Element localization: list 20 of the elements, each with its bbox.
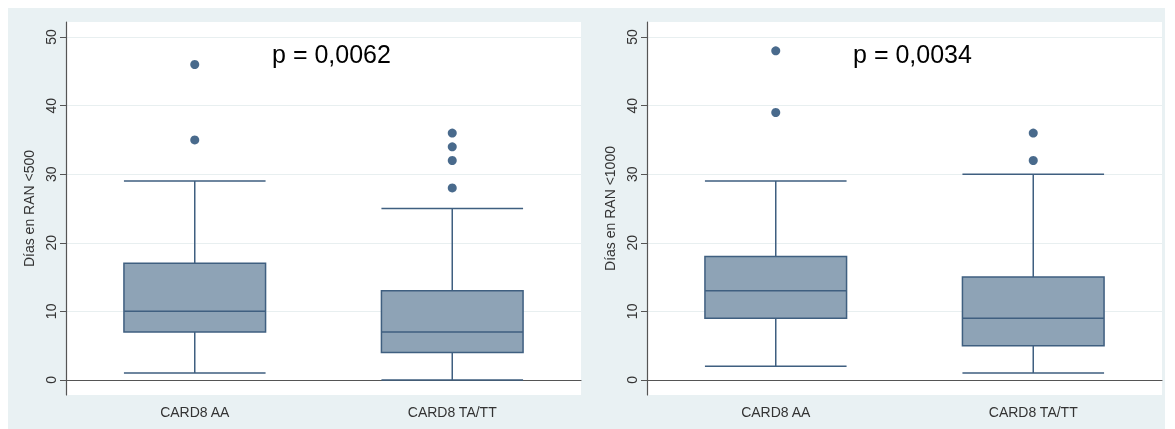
y-tick-label: 30: [43, 166, 59, 183]
x-tick-label: CARD8 TA/TT: [988, 404, 1079, 420]
annotation: p = 0,0062: [272, 40, 391, 68]
y-tick-label: 30: [624, 166, 640, 183]
y-tick-label: 10: [624, 303, 640, 320]
y-tick-label: 20: [43, 234, 59, 251]
x-tick-label: CARD8 AA: [160, 404, 231, 420]
y-tick-label: 40: [624, 97, 640, 114]
y-axis-title: Días en RAN <1000: [602, 145, 618, 271]
x-tick-label: CARD8 TA/TT: [407, 404, 498, 420]
x-tick-label: CARD8 AA: [741, 404, 812, 420]
y-tick-label: 40: [43, 97, 59, 114]
annotation: p = 0,0034: [853, 40, 973, 68]
y-tick-label: 0: [43, 375, 59, 384]
y-axis-title: Días en RAN <500: [21, 149, 37, 268]
y-tick-label: 50: [43, 29, 59, 45]
y-tick-label: 0: [624, 375, 640, 384]
y-tick-label: 10: [43, 303, 59, 320]
y-tick-label: 20: [624, 234, 640, 251]
y-tick-label: 50: [624, 29, 640, 45]
